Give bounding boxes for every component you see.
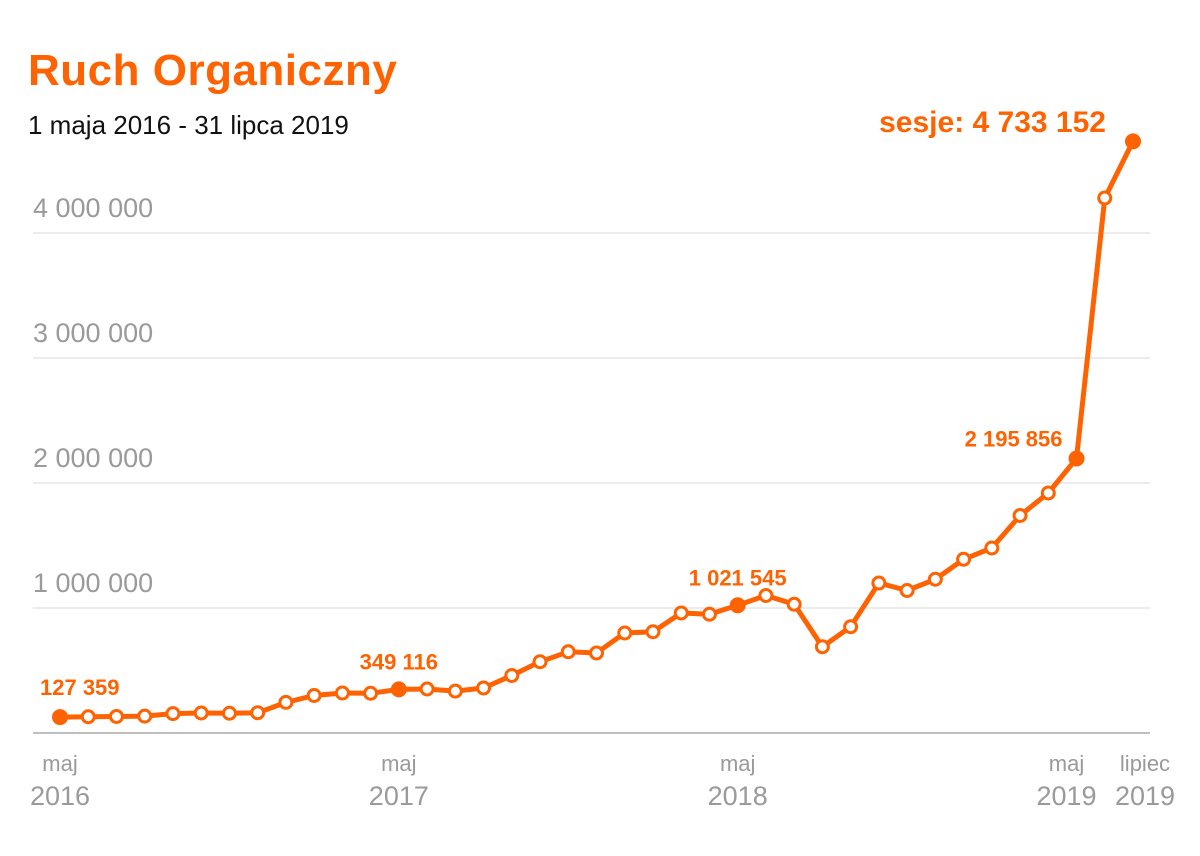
x-tick-month-label: maj bbox=[42, 751, 77, 776]
chart-title: Ruch Organiczny bbox=[28, 46, 398, 95]
highlighted-data-point bbox=[52, 709, 68, 726]
data-point bbox=[193, 705, 209, 721]
data-point bbox=[589, 645, 604, 661]
chart-subtitle: 1 maja 2016 - 31 lipca 2019 bbox=[28, 110, 349, 140]
highlighted-data-point bbox=[1125, 133, 1141, 150]
data-point bbox=[645, 624, 661, 640]
highlighted-data-point bbox=[390, 681, 407, 698]
data-point bbox=[956, 551, 972, 567]
data-point bbox=[165, 706, 181, 722]
data-point bbox=[673, 605, 689, 621]
data-point bbox=[108, 709, 124, 724]
data-point bbox=[758, 588, 774, 603]
data-point bbox=[843, 619, 859, 635]
data-point bbox=[560, 644, 576, 660]
data-label: 127 359 bbox=[40, 675, 120, 700]
data-point bbox=[786, 596, 802, 612]
grid-lines bbox=[33, 232, 1150, 609]
data-point bbox=[447, 683, 463, 699]
data-points bbox=[52, 133, 1141, 726]
x-axis-tick-labels: maj 2016 maj 2017 maj 2018 maj 2019 lipiec 2019 bbox=[30, 751, 1175, 811]
y-axis-tick-labels: 1 000 000 2 000 000 3 000 000 4 000 000 bbox=[33, 193, 153, 598]
data-point bbox=[504, 668, 520, 683]
data-point bbox=[899, 583, 915, 598]
x-tick-year-label: 2019 bbox=[1036, 781, 1096, 811]
highlighted-data-point bbox=[1068, 450, 1085, 467]
x-tick-month-label: lipiec bbox=[1120, 751, 1170, 776]
x-tick-year-label: 2016 bbox=[30, 781, 90, 811]
x-tick-year-label: 2018 bbox=[708, 781, 768, 811]
x-tick-month-label: maj bbox=[720, 751, 755, 776]
y-tick-label: 1 000 000 bbox=[33, 568, 153, 598]
x-tick-month-label: maj bbox=[1049, 751, 1084, 776]
data-labels: 127 359 349 116 1 021 545 2 195 856 sesje: 4… bbox=[40, 106, 1106, 700]
data-point bbox=[363, 685, 379, 701]
data-label: 349 116 bbox=[360, 649, 438, 674]
data-point bbox=[419, 681, 435, 697]
data-label: 1 021 545 bbox=[689, 565, 787, 590]
data-point bbox=[1040, 485, 1056, 501]
x-tick-year-label: 2017 bbox=[369, 781, 429, 811]
data-point bbox=[278, 694, 294, 710]
data-point bbox=[701, 606, 717, 622]
data-point bbox=[334, 685, 350, 701]
data-point bbox=[221, 705, 237, 721]
data-point bbox=[250, 705, 266, 721]
data-point bbox=[984, 540, 1000, 556]
data-point bbox=[80, 709, 96, 725]
data-point bbox=[1097, 190, 1113, 206]
x-tick-year-label: 2019 bbox=[1115, 781, 1175, 811]
data-point bbox=[814, 639, 830, 655]
data-point bbox=[927, 571, 943, 587]
y-tick-label: 2 000 000 bbox=[33, 443, 153, 473]
data-point bbox=[306, 688, 322, 703]
data-label: 2 195 856 bbox=[965, 427, 1063, 452]
data-point bbox=[1012, 508, 1028, 523]
data-label: sesje: 4 733 152 bbox=[879, 106, 1106, 139]
data-point bbox=[137, 708, 153, 724]
y-tick-label: 3 000 000 bbox=[33, 318, 153, 348]
data-point bbox=[476, 680, 492, 696]
data-point bbox=[871, 575, 887, 591]
highlighted-data-point bbox=[729, 597, 746, 614]
x-tick-month-label: maj bbox=[381, 751, 416, 776]
data-point bbox=[617, 625, 633, 641]
data-point bbox=[532, 654, 548, 670]
y-tick-label: 4 000 000 bbox=[33, 193, 153, 223]
